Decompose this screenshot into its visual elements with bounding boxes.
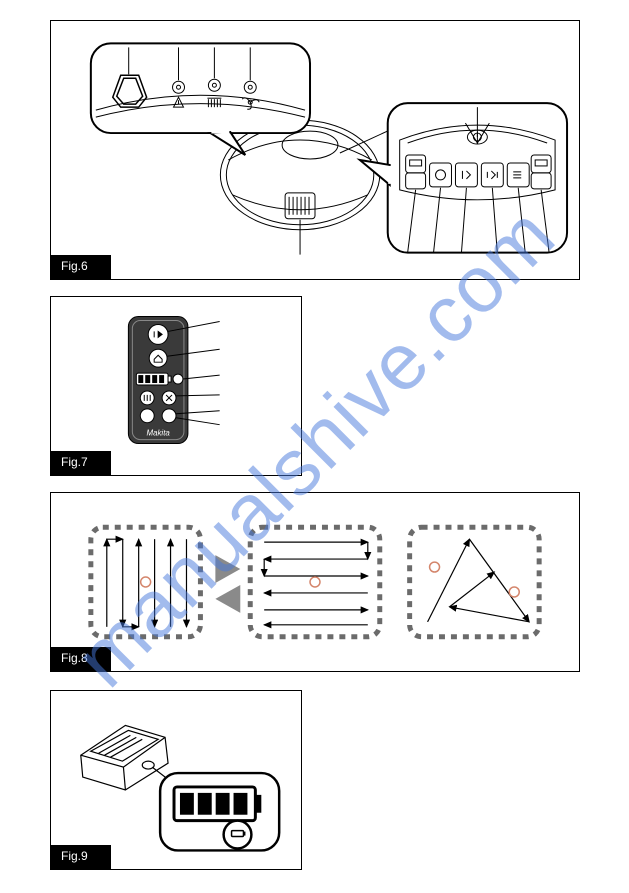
- figure-9-label: Fig.9: [51, 845, 111, 869]
- control-panel-callout: [360, 103, 567, 252]
- figure-7-label: Fig.7: [51, 451, 111, 475]
- figure-9-panel: Fig.9: [50, 690, 302, 870]
- figure-6-label: Fig.6: [51, 255, 111, 279]
- figure-8-illustration: [51, 493, 579, 671]
- indicator-panel-callout: [91, 43, 310, 155]
- figure-7-panel: Makita Fig.7: [50, 296, 302, 476]
- figure-6-panel: Fig.6: [50, 20, 580, 280]
- figure-7-illustration: Makita: [51, 297, 301, 475]
- figure-8-label: Fig.8: [51, 647, 111, 671]
- brand-text: Makita: [146, 429, 170, 438]
- figure-6-illustration: [51, 21, 579, 279]
- figure-9-illustration: [51, 691, 301, 869]
- figure-8-panel: Fig.8: [50, 492, 580, 672]
